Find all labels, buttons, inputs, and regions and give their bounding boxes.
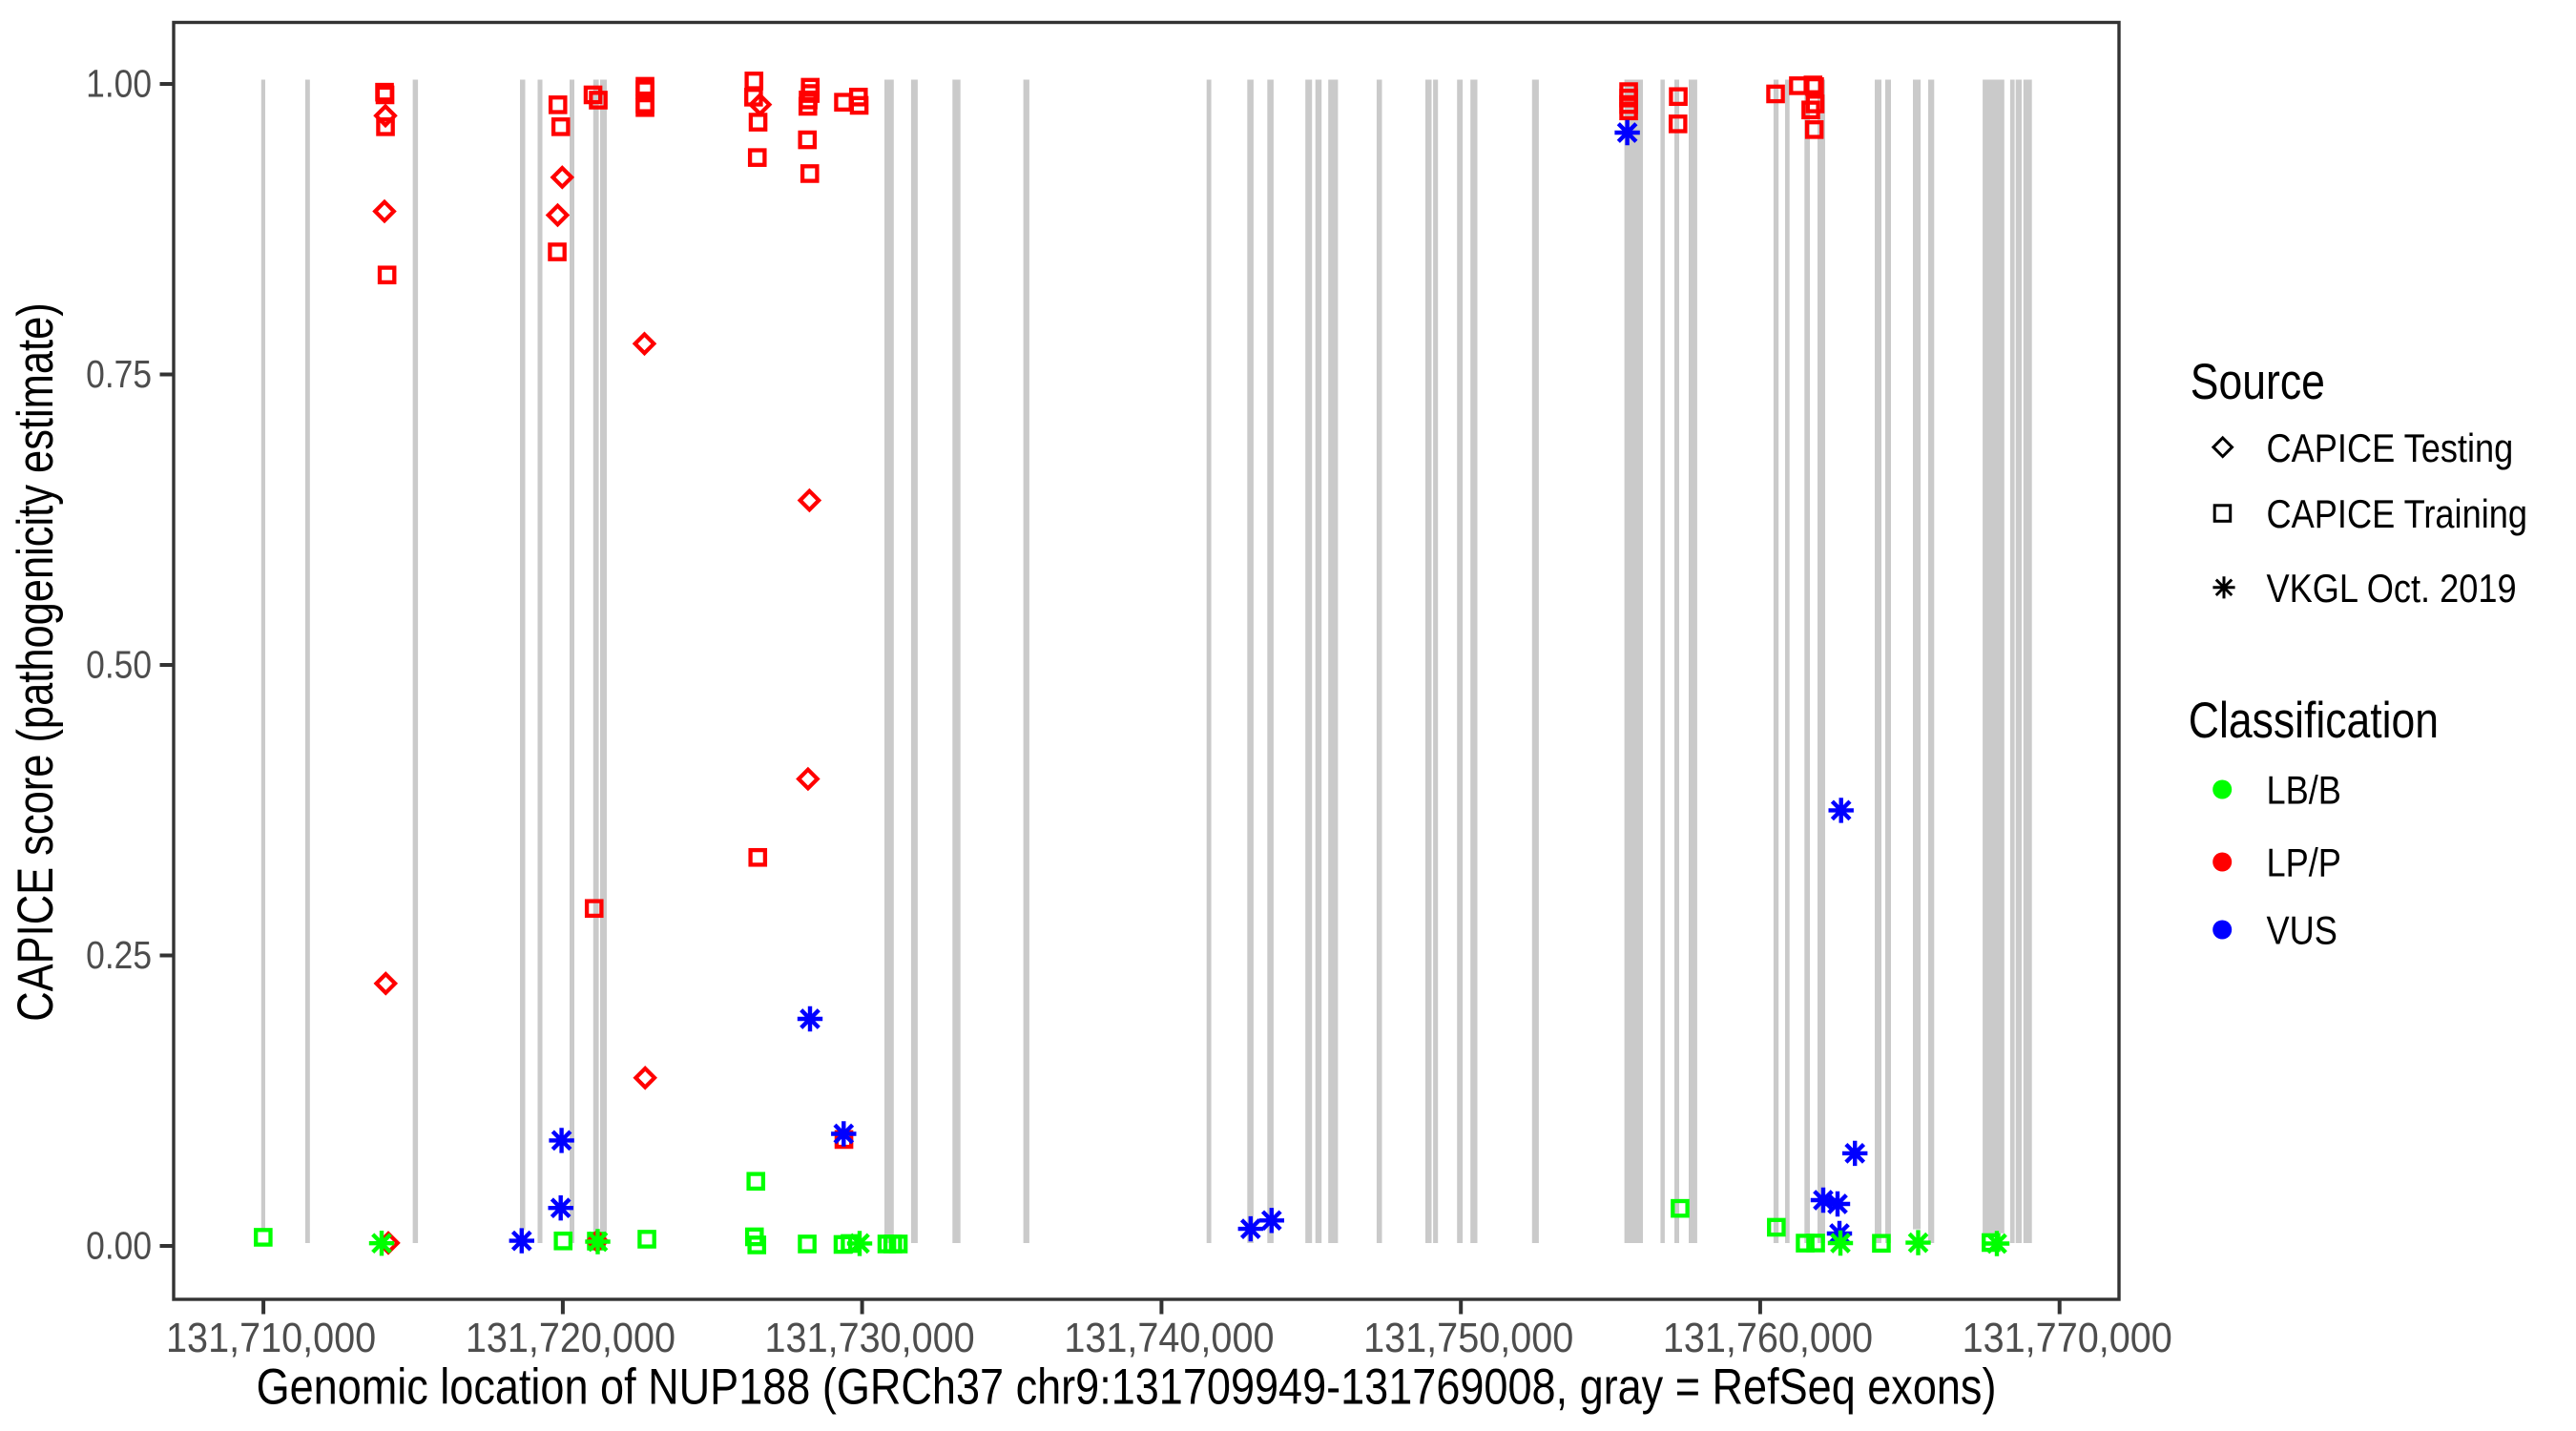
svg-text:131,720,000: 131,720,000 [466, 1314, 675, 1360]
svg-text:1.00: 1.00 [86, 62, 152, 106]
svg-text:0.25: 0.25 [86, 933, 152, 977]
svg-text:LP/P: LP/P [2267, 841, 2341, 885]
svg-text:131,750,000: 131,750,000 [1363, 1314, 1573, 1360]
svg-text:Genomic location of NUP188 (GR: Genomic location of NUP188 (GRCh37 chr9:… [257, 1358, 1997, 1415]
svg-text:CAPICE score (pathogenicity es: CAPICE score (pathogenicity estimate) [8, 302, 64, 1021]
svg-text:131,770,000: 131,770,000 [1963, 1314, 2172, 1360]
svg-text:131,710,000: 131,710,000 [166, 1314, 376, 1360]
svg-text:0.00: 0.00 [86, 1224, 152, 1268]
svg-text:Source: Source [2191, 354, 2325, 409]
svg-text:CAPICE Testing: CAPICE Testing [2267, 426, 2514, 470]
svg-text:131,730,000: 131,730,000 [765, 1314, 975, 1360]
svg-text:VKGL Oct. 2019: VKGL Oct. 2019 [2267, 567, 2517, 611]
svg-text:LB/B: LB/B [2267, 769, 2341, 813]
svg-text:VUS: VUS [2267, 909, 2337, 953]
svg-text:CAPICE Training: CAPICE Training [2267, 493, 2528, 537]
svg-text:0.75: 0.75 [86, 352, 152, 396]
svg-text:131,740,000: 131,740,000 [1064, 1314, 1274, 1360]
svg-text:Classification: Classification [2189, 693, 2439, 748]
svg-text:0.50: 0.50 [86, 643, 152, 687]
svg-text:131,760,000: 131,760,000 [1663, 1314, 1873, 1360]
